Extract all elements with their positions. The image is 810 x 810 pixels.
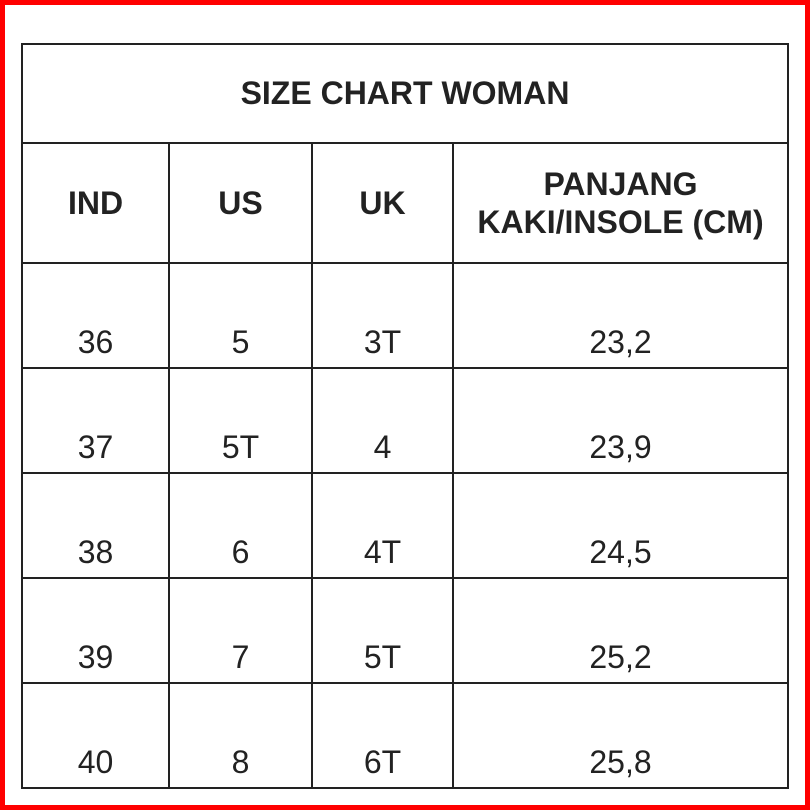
table-row: 37 5T 4 23,9 (21, 367, 789, 474)
table-row: 36 5 3T 23,2 (21, 262, 789, 369)
header-insole-line1: PANJANG (543, 166, 698, 202)
header-insole: PANJANG KAKI/INSOLE (CM) (452, 142, 789, 264)
cell-insole: 25,2 (452, 577, 789, 684)
cell-insole: 23,9 (452, 367, 789, 474)
header-us: US (168, 142, 313, 264)
table-row: 38 6 4T 24,5 (21, 472, 789, 579)
header-row: IND US UK PANJANG KAKI/INSOLE (CM) (21, 142, 789, 264)
header-insole-line2: KAKI/INSOLE (CM) (477, 204, 764, 240)
cell-insole: 25,8 (452, 682, 789, 789)
cell-us: 8 (168, 682, 313, 789)
cell-us: 6 (168, 472, 313, 579)
cell-uk: 5T (311, 577, 454, 684)
cell-uk: 4T (311, 472, 454, 579)
cell-ind: 36 (21, 262, 170, 369)
header-uk: UK (311, 142, 454, 264)
cell-us: 5T (168, 367, 313, 474)
cell-uk: 6T (311, 682, 454, 789)
header-ind: IND (21, 142, 170, 264)
cell-uk: 3T (311, 262, 454, 369)
cell-ind: 37 (21, 367, 170, 474)
cell-us: 7 (168, 577, 313, 684)
cell-insole: 23,2 (452, 262, 789, 369)
table-row: 39 7 5T 25,2 (21, 577, 789, 684)
cell-us: 5 (168, 262, 313, 369)
size-chart-table: SIZE CHART WOMAN IND US UK PANJANG KAKI/I… (21, 43, 789, 789)
cell-uk: 4 (311, 367, 454, 474)
table-title: SIZE CHART WOMAN (21, 43, 789, 144)
cell-insole: 24,5 (452, 472, 789, 579)
cell-ind: 38 (21, 472, 170, 579)
cell-ind: 39 (21, 577, 170, 684)
table-row: 40 8 6T 25,8 (21, 682, 789, 789)
cell-ind: 40 (21, 682, 170, 789)
